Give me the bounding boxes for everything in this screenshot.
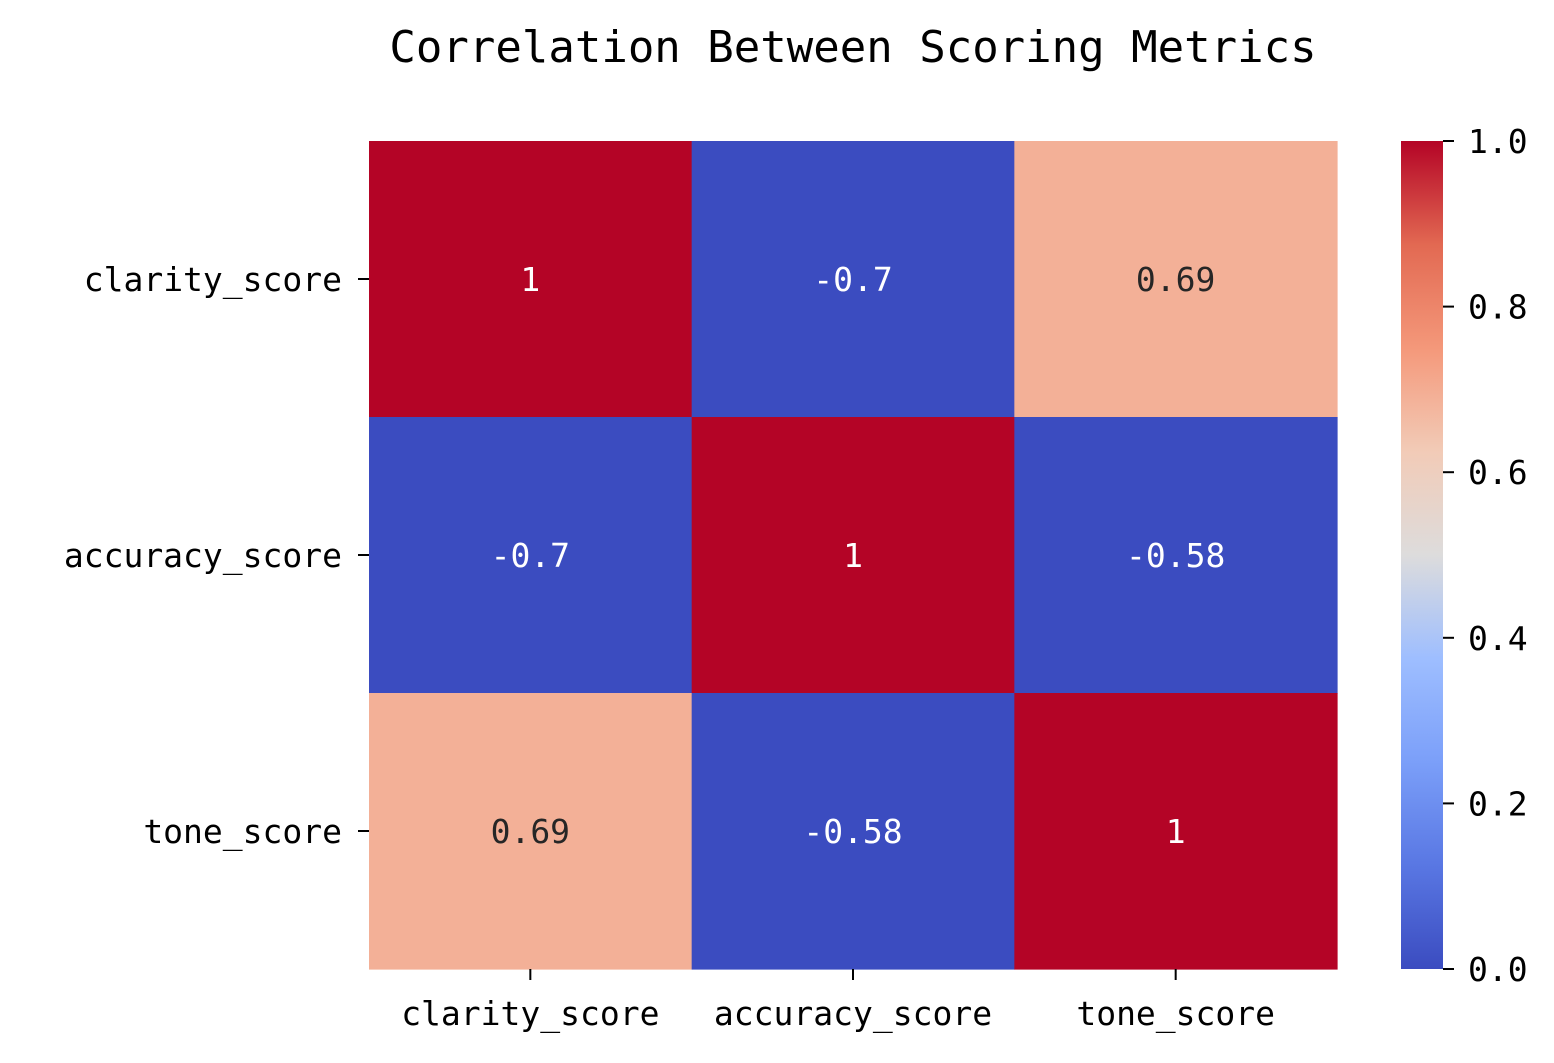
x-tick-label: clarity_score [401,994,659,1034]
heatmap-cell-0-1 [691,141,1015,418]
colorbar-tick-label: 0.0 [1468,950,1528,989]
colorbar-tick-label: 0.6 [1468,453,1528,492]
colorbar-ticks: 0.0 0.2 0.4 0.6 0.8 1.0 [1443,122,1528,989]
heatmap-cell-1-1 [691,417,1015,694]
heatmap-cell-2-0 [369,693,693,970]
y-axis-ticks: clarity_score accuracy_score tone_score [64,260,369,852]
colorbar-tick-label: 0.8 [1468,288,1528,327]
heatmap-cell-1-2 [1014,417,1338,694]
cell-annotation-1-1: 1 [843,536,863,575]
cell-annotation-0-2: 0.69 [1136,260,1215,299]
x-tick-label: accuracy_score [714,994,992,1034]
cell-annotation-0-0: 1 [520,260,540,299]
heatmap-cell-1-0 [369,417,693,694]
heatmap-annotations: 1 -0.7 0.69 -0.7 1 -0.58 0.69 -0.58 1 [491,260,1226,851]
colorbar [1401,141,1443,969]
chart-title: Correlation Between Scoring Metrics [389,22,1316,73]
y-tick-label: accuracy_score [64,536,342,576]
x-axis-ticks: clarity_score accuracy_score tone_score [401,969,1275,1034]
heatmap-cell-2-1 [691,693,1015,970]
y-tick-label: tone_score [143,812,342,852]
y-tick-label: clarity_score [84,260,342,300]
colorbar-tick-label: 0.4 [1468,619,1528,658]
heatmap-cell-2-2 [1014,693,1338,970]
cell-annotation-0-1: -0.7 [813,260,892,299]
heatmap-cell-0-0 [369,141,693,418]
cell-annotation-2-2: 1 [1166,812,1186,851]
cell-annotation-2-0: 0.69 [491,812,570,851]
heatmap-cells [369,141,1338,970]
colorbar-tick-label: 1.0 [1468,122,1528,161]
x-tick-label: tone_score [1076,994,1275,1034]
colorbar-tick-label: 0.2 [1468,784,1528,823]
heatmap-cell-0-2 [1014,141,1338,418]
cell-annotation-1-2: -0.58 [1126,536,1225,575]
cell-annotation-2-1: -0.58 [803,812,902,851]
cell-annotation-1-0: -0.7 [491,536,570,575]
